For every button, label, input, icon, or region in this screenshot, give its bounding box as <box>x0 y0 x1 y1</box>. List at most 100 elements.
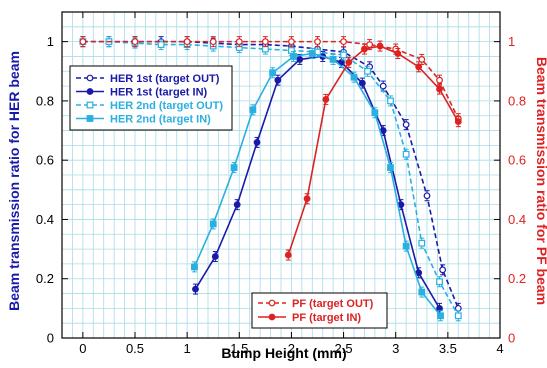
legend-label: HER 1st (target OUT) <box>110 73 220 85</box>
data-point <box>322 96 330 103</box>
axes: 0 0.5 1 1.5 2 2.5 3 3.5 400.20.40.60.8100.20.40.… <box>36 11 526 356</box>
data-point <box>269 69 277 77</box>
legend-entry: HER 1st (target IN) <box>76 87 208 99</box>
series-layer <box>79 36 462 322</box>
data-point <box>296 56 304 63</box>
y-right-tick-label: 0 <box>508 331 515 346</box>
data-point <box>233 201 241 209</box>
data-point <box>253 138 261 146</box>
x-tick-label: 1.5 <box>230 341 248 356</box>
legend-label: PF (target OUT) <box>292 298 374 310</box>
y-right-tick-label: 1 <box>508 34 515 49</box>
legend-label: HER 1st (target IN) <box>110 87 208 99</box>
data-point <box>340 38 347 46</box>
y-left-tick-label: 1 <box>47 34 54 49</box>
x-tick-label: 1 <box>184 341 191 356</box>
data-point <box>436 76 443 84</box>
data-point <box>454 118 462 126</box>
plot-frame <box>61 11 501 339</box>
legend-entry: HER 2nd (target IN) <box>76 114 211 126</box>
data-point <box>402 121 410 129</box>
data-point <box>366 41 374 48</box>
data-point <box>418 288 426 296</box>
data-point <box>402 150 410 158</box>
legend-swatch-marker <box>86 74 94 82</box>
x-tick-label: 3.5 <box>439 341 457 356</box>
data-point <box>211 253 219 260</box>
y-left-tick-label: 0.8 <box>36 93 54 108</box>
data-point <box>361 45 368 53</box>
x-tick-label: 4 <box>496 341 503 356</box>
x-tick-label: 2 <box>288 341 295 356</box>
y-left-tick-label: 0 <box>47 331 54 346</box>
legend-swatch-marker <box>86 101 94 109</box>
data-point <box>303 195 311 203</box>
grid <box>61 11 501 339</box>
y-left-tick-label: 0.6 <box>36 153 54 168</box>
data-point <box>290 53 297 60</box>
legend-label: HER 2nd (target IN) <box>110 114 211 126</box>
data-point <box>329 56 337 63</box>
data-point <box>131 38 139 46</box>
data-point <box>261 38 269 46</box>
legend-entry: PF (target OUT) <box>258 298 374 310</box>
data-point <box>192 285 199 293</box>
legend-entry: HER 2nd (target OUT) <box>76 100 223 112</box>
data-point <box>345 58 353 66</box>
data-point <box>274 76 282 84</box>
data-point <box>376 42 384 50</box>
data-point <box>249 106 257 114</box>
data-point <box>79 38 87 46</box>
legend-her: HER 1st (target OUT)HER 1st (target IN)H… <box>69 65 233 131</box>
series-5 <box>284 40 462 261</box>
x-axis-title: Bump Height (mm) <box>221 345 346 361</box>
data-point <box>379 82 387 90</box>
y-left-tick-label: 0.2 <box>36 271 54 286</box>
legend-swatch-marker <box>86 88 94 95</box>
data-point <box>439 266 447 274</box>
data-point <box>157 41 165 48</box>
y-right-tick-label: 0.4 <box>508 212 526 227</box>
legend-label: PF (target IN) <box>292 312 361 324</box>
x-tick-label: 3 <box>392 341 399 356</box>
legend-entry: HER 1st (target OUT) <box>76 73 220 85</box>
data-point <box>394 50 402 57</box>
series-3 <box>191 47 444 322</box>
data-point <box>288 38 295 46</box>
data-point <box>436 85 443 93</box>
data-point <box>235 38 243 46</box>
data-point <box>308 50 316 57</box>
series-line <box>287 45 459 256</box>
data-point <box>209 220 217 228</box>
y-axis-right-title: Beam transmission ratio for PF beam <box>534 57 547 305</box>
data-point <box>364 67 371 75</box>
data-point <box>183 38 191 46</box>
series-line <box>82 40 460 120</box>
legend-entry: PF (target IN) <box>258 312 361 324</box>
x-tick-label: 0.5 <box>126 341 144 356</box>
y-right-tick-label: 0.6 <box>508 153 526 168</box>
data-point <box>209 38 217 46</box>
y-right-tick-label: 0.8 <box>508 93 526 108</box>
data-point <box>387 164 394 171</box>
data-point <box>387 97 394 105</box>
legend-pf: PF (target OUT) PF (target IN) <box>251 292 388 329</box>
series-line <box>193 52 442 317</box>
legend-her-frame <box>69 65 233 131</box>
series-4 <box>79 36 462 125</box>
data-point <box>314 38 321 46</box>
data-point <box>191 263 198 271</box>
data-point <box>415 63 423 71</box>
legend-swatch-marker <box>86 115 94 122</box>
y-right-tick-label: 0.2 <box>508 271 526 286</box>
data-point <box>230 164 238 171</box>
data-point <box>418 56 426 63</box>
y-axis-left-title: Beam transmission ratio for HER beam <box>6 51 22 311</box>
legend-pf-frame <box>251 292 388 329</box>
x-tick-label: 0 <box>79 341 86 356</box>
data-point <box>371 109 379 117</box>
data-point <box>437 312 444 320</box>
x-tick-label: 2.5 <box>335 341 353 356</box>
data-point <box>358 79 366 87</box>
